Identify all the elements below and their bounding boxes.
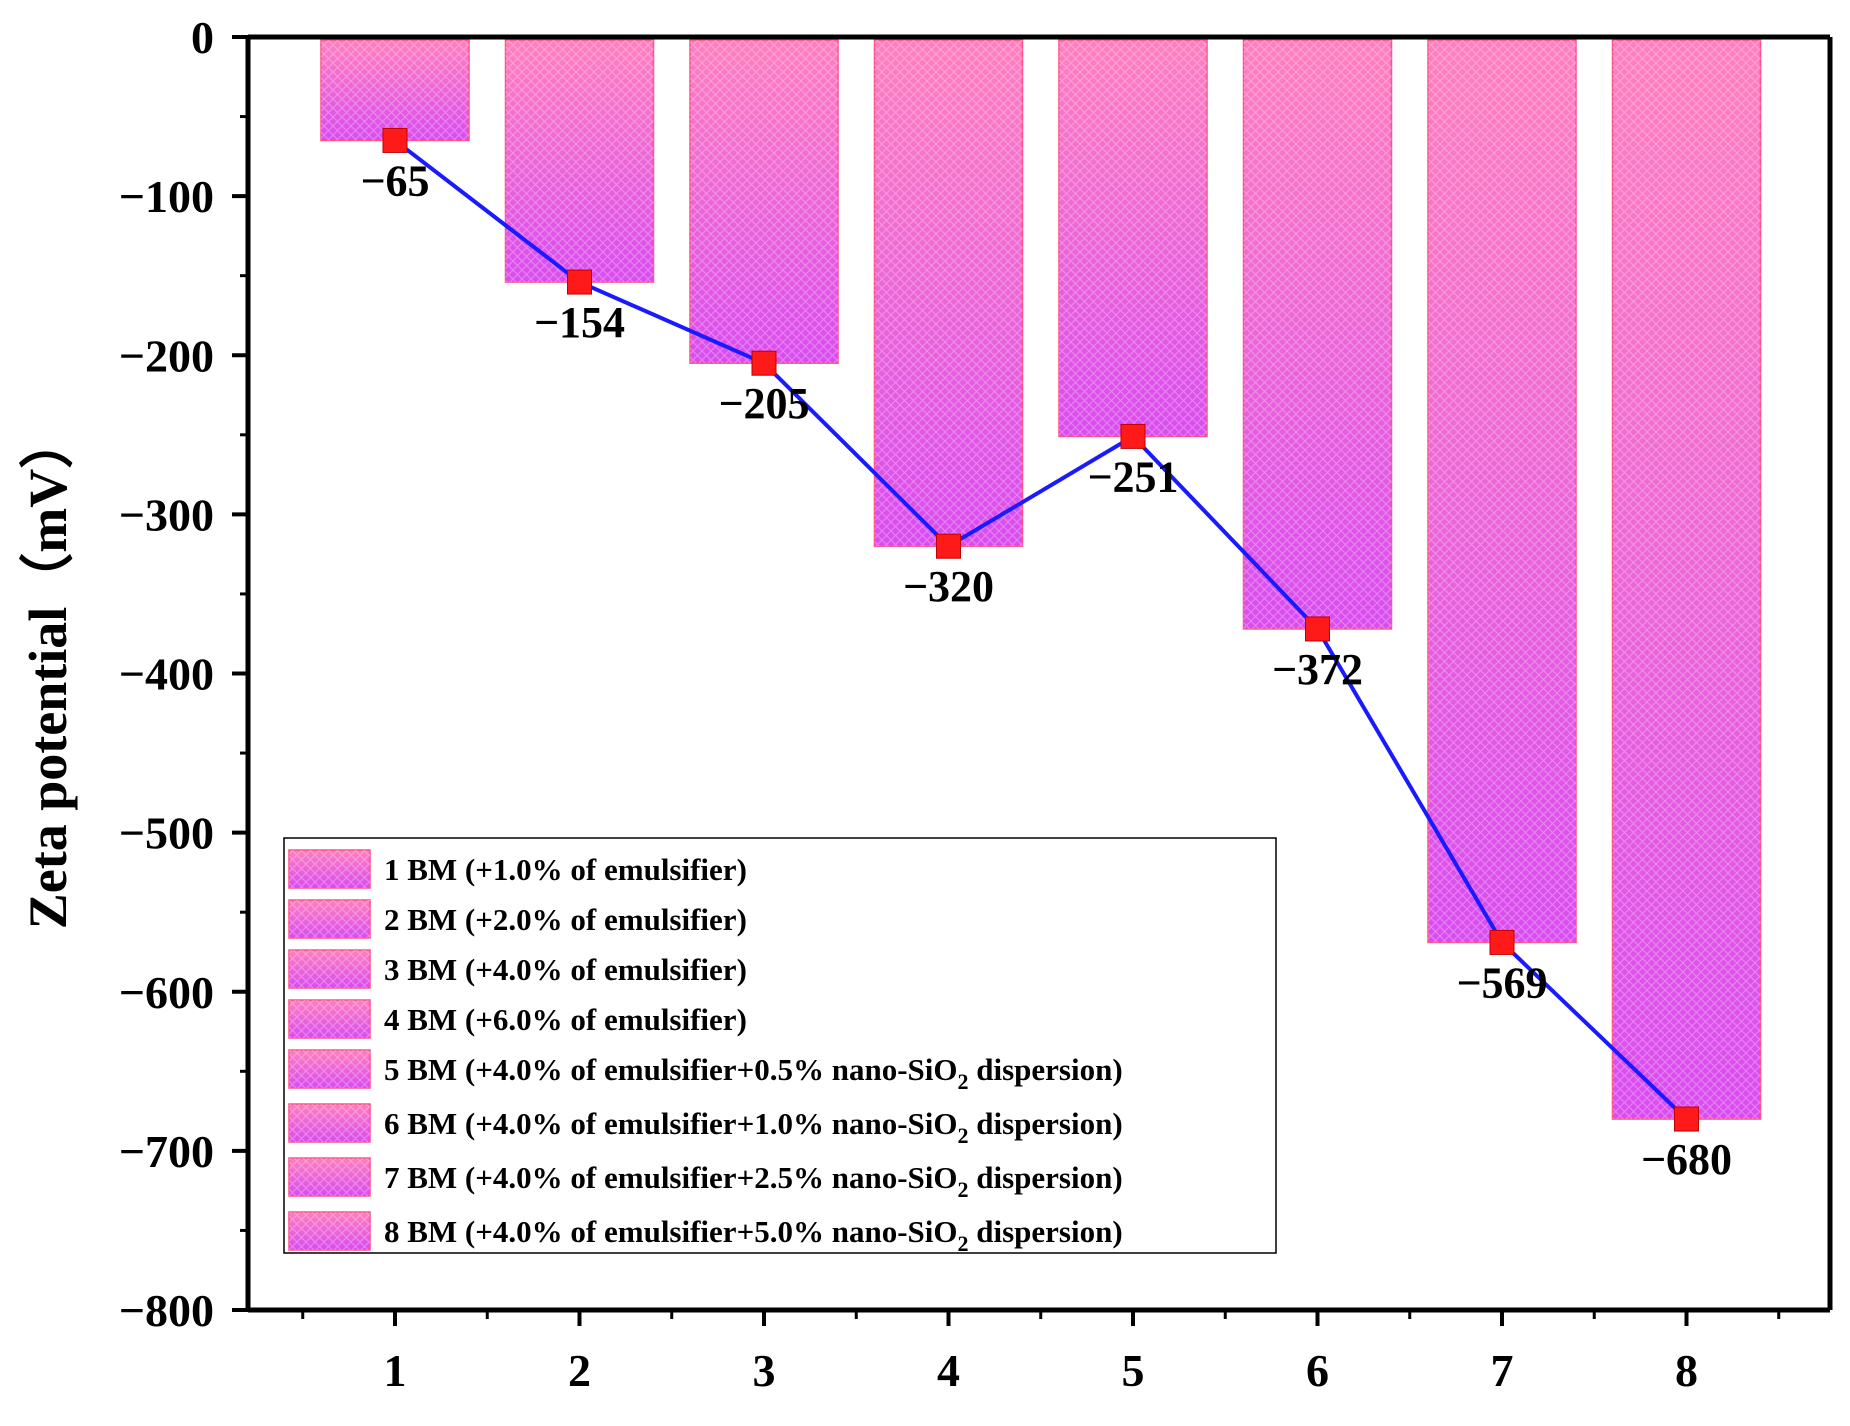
marker-7 bbox=[1489, 929, 1515, 955]
legend-label: 8 BM (+4.0% of emulsifier+5.0% nano-SiO2… bbox=[384, 1214, 1123, 1256]
y-tick-label: −600 bbox=[119, 967, 214, 1018]
y-tick-label: −700 bbox=[119, 1126, 214, 1177]
bar-4 bbox=[873, 39, 1024, 547]
legend-label: 1 BM (+1.0% of emulsifier) bbox=[384, 852, 747, 887]
data-label-5: −251 bbox=[1087, 452, 1178, 501]
legend-item-3: 3 BM (+4.0% of emulsifier) bbox=[288, 949, 747, 989]
legend: 1 BM (+1.0% of emulsifier) 2 BM (+2.0% of… bbox=[283, 837, 1277, 1256]
bar-hatch bbox=[321, 40, 469, 141]
data-label-3: −205 bbox=[718, 379, 809, 428]
x-tick-label-3: 3 bbox=[753, 1345, 776, 1396]
x-tick-label-7: 7 bbox=[1491, 1345, 1514, 1396]
x-tick-label-1: 1 bbox=[384, 1345, 407, 1396]
bar-hatch bbox=[874, 40, 1023, 547]
legend-swatch-hatch bbox=[289, 950, 370, 988]
legend-item-4: 4 BM (+6.0% of emulsifier) bbox=[288, 999, 747, 1039]
marker-2 bbox=[567, 269, 592, 295]
data-label-4: −320 bbox=[903, 562, 994, 611]
bar-hatch bbox=[1428, 40, 1576, 943]
bar-7 bbox=[1427, 39, 1577, 944]
line-series-group bbox=[382, 127, 1699, 1132]
bar-6 bbox=[1242, 39, 1393, 630]
bar-hatch bbox=[1612, 40, 1761, 1120]
legend-swatch-hatch bbox=[289, 1000, 370, 1038]
y-tick-label: −200 bbox=[119, 330, 214, 381]
marker-5 bbox=[1120, 423, 1146, 449]
x-tick-label-8: 8 bbox=[1675, 1345, 1698, 1396]
legend-label: 6 BM (+4.0% of emulsifier+1.0% nano-SiO2… bbox=[384, 1106, 1123, 1148]
legend-item-8: 8 BM (+4.0% of emulsifier+5.0% nano-SiO2… bbox=[288, 1211, 1123, 1256]
x-ticks-group: 1 2 3 4 5 6 7 8 bbox=[301, 1310, 1781, 1396]
legend-item-5: 5 BM (+4.0% of emulsifier+0.5% nano-SiO2… bbox=[288, 1049, 1123, 1094]
x-tick-label-5: 5 bbox=[1122, 1345, 1145, 1396]
marker-1 bbox=[382, 127, 408, 153]
legend-item-7: 7 BM (+4.0% of emulsifier+2.5% nano-SiO2… bbox=[288, 1157, 1123, 1202]
legend-label: 2 BM (+2.0% of emulsifier) bbox=[384, 902, 747, 937]
bar-1 bbox=[320, 39, 470, 142]
bar-2 bbox=[504, 39, 655, 283]
legend-swatch-hatch bbox=[289, 1104, 370, 1142]
legend-label: 3 BM (+4.0% of emulsifier) bbox=[384, 952, 747, 987]
legend-swatch-hatch bbox=[289, 900, 370, 938]
y-ticks-group: 0 −100 −200 −300 −400 −500 −600 −700 −800 bbox=[119, 12, 248, 1336]
bar-hatch bbox=[1059, 40, 1207, 437]
legend-item-1: 1 BM (+1.0% of emulsifier) bbox=[288, 849, 747, 889]
legend-swatch-hatch bbox=[289, 850, 370, 888]
bar-8 bbox=[1611, 39, 1762, 1120]
y-tick-label: −500 bbox=[119, 808, 214, 859]
series-line bbox=[393, 138, 1688, 1121]
marker-6 bbox=[1305, 616, 1330, 642]
y-tick-label: 0 bbox=[191, 12, 214, 63]
data-label-8: −680 bbox=[1641, 1135, 1732, 1184]
legend-label: 5 BM (+4.0% of emulsifier+0.5% nano-SiO2… bbox=[384, 1052, 1123, 1094]
x-tick-label-6: 6 bbox=[1306, 1345, 1329, 1396]
legend-item-2: 2 BM (+2.0% of emulsifier) bbox=[288, 899, 747, 939]
legend-label: 4 BM (+6.0% of emulsifier) bbox=[384, 1002, 747, 1037]
y-tick-label: −300 bbox=[119, 489, 214, 540]
legend-label: 7 BM (+4.0% of emulsifier+2.5% nano-SiO2… bbox=[384, 1160, 1123, 1202]
legend-swatch-hatch bbox=[289, 1050, 370, 1088]
data-label-1: −65 bbox=[360, 156, 429, 205]
x-tick-label-4: 4 bbox=[937, 1345, 960, 1396]
bar-hatch bbox=[690, 40, 838, 364]
y-tick-label: −100 bbox=[119, 171, 214, 222]
bar-3 bbox=[689, 39, 839, 364]
y-axis-label: Zeta potential（mV） bbox=[18, 415, 78, 929]
marker-8 bbox=[1674, 1106, 1699, 1132]
bar-5 bbox=[1058, 39, 1208, 438]
data-label-2: −154 bbox=[534, 298, 625, 347]
bar-hatch bbox=[505, 40, 654, 283]
x-tick-label-2: 2 bbox=[568, 1345, 591, 1396]
legend-item-6: 6 BM (+4.0% of emulsifier+1.0% nano-SiO2… bbox=[288, 1103, 1123, 1148]
data-labels-group: −65 −154 −205 −320 −251 −372 −569 −680 bbox=[360, 156, 1732, 1184]
legend-frame bbox=[283, 837, 1277, 1254]
bar-hatch bbox=[1243, 40, 1392, 629]
y-tick-label: −800 bbox=[119, 1285, 214, 1336]
legend-swatch-hatch bbox=[289, 1212, 370, 1250]
marker-4 bbox=[936, 533, 961, 559]
data-label-6: −372 bbox=[1272, 645, 1363, 694]
data-label-7: −569 bbox=[1456, 958, 1547, 1007]
y-tick-label: −400 bbox=[119, 649, 214, 700]
legend-swatch-hatch bbox=[289, 1158, 370, 1196]
marker-3 bbox=[751, 350, 777, 376]
